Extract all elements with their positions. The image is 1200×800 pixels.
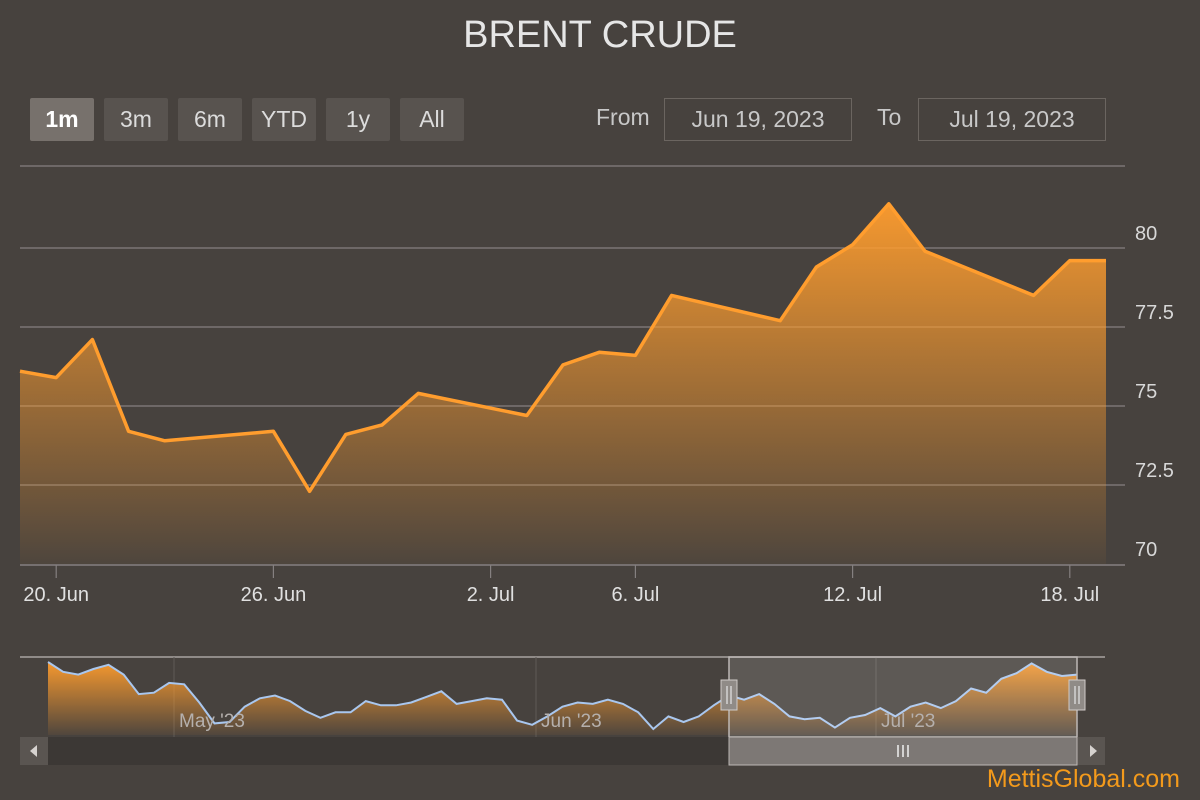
range-button-3m[interactable]: 3m [104, 98, 168, 141]
data-point[interactable] [1031, 292, 1037, 298]
range-button-all[interactable]: All [400, 98, 464, 141]
watermark-text: MettisGlobal.com [986, 765, 1180, 793]
y-tick-label: 70 [1135, 539, 1157, 561]
x-tick-label: 18. Jul [1040, 584, 1099, 606]
data-point[interactable] [1067, 258, 1073, 264]
data-point[interactable] [886, 201, 892, 207]
data-point[interactable] [270, 428, 276, 434]
x-tick-label: 12. Jul [823, 584, 882, 606]
data-point[interactable] [777, 318, 783, 324]
data-point[interactable] [1103, 258, 1109, 264]
scroll-left-button[interactable] [20, 737, 48, 765]
x-tick-label: 20. Jun [23, 584, 89, 606]
data-point[interactable] [307, 488, 313, 494]
navigator-label: Jul '23 [881, 711, 935, 732]
from-date-input[interactable] [664, 98, 852, 141]
data-point[interactable] [379, 422, 385, 428]
price-area-fill [20, 203, 1106, 565]
chart-title: BRENT CRUDE [463, 14, 737, 56]
data-point[interactable] [89, 337, 95, 343]
range-button-6m[interactable]: 6m [178, 98, 242, 141]
x-tick-label: 26. Jun [241, 584, 307, 606]
scroll-right-button[interactable] [1077, 737, 1105, 765]
y-tick-label: 72.5 [1135, 460, 1174, 482]
data-point[interactable] [126, 428, 132, 434]
data-point[interactable] [813, 264, 819, 270]
from-label: From [596, 104, 650, 130]
range-button-1y[interactable]: 1y [326, 98, 390, 141]
y-tick-label: 75 [1135, 381, 1157, 403]
navigator-line [47, 661, 1078, 731]
range-button-ytd[interactable]: YTD [252, 98, 316, 141]
y-tick-label: 77.5 [1135, 302, 1174, 324]
scrollbar-thumb[interactable] [728, 736, 1078, 766]
data-point[interactable] [343, 431, 349, 437]
price-line [19, 202, 1106, 494]
navigator[interactable]: May '23 Jun '23 Jul '23 [20, 656, 1105, 738]
data-point[interactable] [850, 242, 856, 248]
data-point[interactable] [922, 248, 928, 254]
arrow-right-icon [1090, 745, 1097, 757]
data-point[interactable] [524, 413, 530, 419]
navigator-area [48, 662, 1077, 735]
to-label: To [877, 104, 902, 130]
data-point[interactable] [162, 438, 168, 444]
x-tick-label: 2. Jul [467, 584, 515, 606]
data-point[interactable] [415, 390, 421, 396]
x-tick-label: 6. Jul [611, 584, 659, 606]
navigator-label: May '23 [179, 711, 245, 732]
to-date-input[interactable] [918, 98, 1106, 141]
data-point[interactable] [596, 349, 602, 355]
navigator-left-handle[interactable] [720, 679, 738, 711]
data-point[interactable] [560, 362, 566, 368]
data-point[interactable] [17, 368, 23, 374]
range-button-1m[interactable]: 1m [30, 98, 94, 141]
arrow-left-icon [30, 745, 37, 757]
navigator-right-handle[interactable] [1068, 679, 1086, 711]
data-point[interactable] [53, 375, 59, 381]
data-point[interactable] [632, 352, 638, 358]
y-tick-label: 80 [1135, 223, 1157, 245]
data-point[interactable] [669, 292, 675, 298]
navigator-label: Jun '23 [541, 711, 602, 732]
